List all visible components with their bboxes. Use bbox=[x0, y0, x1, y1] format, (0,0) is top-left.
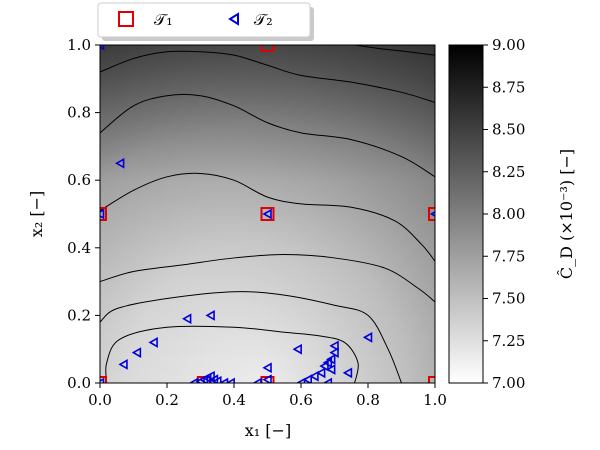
contour-line-4 bbox=[100, 172, 435, 262]
t2-point bbox=[302, 374, 312, 383]
x-tick-label: 1.0 bbox=[423, 391, 447, 409]
colorbar-tick-label: 8.00 bbox=[492, 205, 525, 223]
t2-point bbox=[205, 370, 215, 382]
t2-point bbox=[292, 343, 302, 355]
t2-point bbox=[362, 331, 373, 343]
x-tick-label: 0.2 bbox=[155, 391, 179, 409]
x-axis-ticks: 0.0 0.2 0.4 0.6 0.8 1.0 bbox=[88, 383, 447, 409]
x-tick-label: 0.0 bbox=[88, 391, 112, 409]
y-axis-ticks: 0.0 0.2 0.4 0.6 0.8 1.0 bbox=[67, 36, 100, 392]
t2-point bbox=[329, 340, 339, 352]
t2-point bbox=[262, 208, 272, 220]
t2-point bbox=[252, 377, 262, 383]
x-tick-label: 0.4 bbox=[222, 391, 246, 409]
t2-point bbox=[342, 367, 353, 379]
legend: 𝒯₁ 𝒯₂ bbox=[97, 2, 314, 41]
x-tick-label: 0.8 bbox=[356, 391, 380, 409]
y-tick-label: 0.6 bbox=[67, 171, 91, 189]
t2-point bbox=[309, 370, 319, 382]
t2-point bbox=[100, 208, 105, 220]
t2-point bbox=[148, 337, 158, 348]
t2-point bbox=[188, 377, 199, 383]
plot-area bbox=[99, 44, 436, 384]
t2-point bbox=[295, 377, 306, 383]
colorbar-tick-label: 8.50 bbox=[492, 121, 525, 139]
legend-label-t2: 𝒯₂ bbox=[254, 10, 273, 29]
contour-line-6 bbox=[100, 50, 435, 103]
t1-point bbox=[100, 207, 107, 221]
t2-point bbox=[225, 377, 235, 383]
t2-point bbox=[262, 374, 272, 383]
contour-lines bbox=[100, 45, 435, 383]
legend-label-t1: 𝒯₁ bbox=[154, 10, 173, 29]
colorbar-tick-label: 7.25 bbox=[492, 332, 525, 350]
y-tick-label: 1.0 bbox=[67, 36, 91, 54]
y-tick-label: 0.8 bbox=[67, 104, 91, 122]
colorbar-gradient bbox=[448, 44, 484, 384]
t2-point bbox=[322, 377, 333, 383]
t2-point bbox=[218, 377, 229, 383]
t2-point bbox=[118, 359, 128, 370]
contour-line-2 bbox=[100, 291, 402, 383]
scatter-points bbox=[100, 45, 435, 383]
colorbar-tick-label: 8.75 bbox=[492, 78, 525, 96]
colorbar: 7.00 7.25 7.50 7.75 8.00 8.25 8.50 8.75 9.00 Ĉ_D… bbox=[448, 36, 576, 392]
colorbar-tick-label: 9.00 bbox=[492, 36, 525, 54]
colorbar-tick-label: 7.00 bbox=[492, 374, 525, 392]
contour-line-7 bbox=[354, 45, 435, 56]
contour-line-5 bbox=[100, 93, 435, 178]
y-tick-label: 0.2 bbox=[67, 306, 91, 324]
contour-line-1 bbox=[105, 325, 359, 383]
t2-point bbox=[212, 375, 222, 383]
colorbar-tick-label: 7.50 bbox=[492, 290, 525, 308]
x-tick-label: 0.6 bbox=[289, 391, 313, 409]
t1-point bbox=[428, 207, 435, 221]
legend-marker-square bbox=[118, 11, 134, 27]
t2-point bbox=[205, 310, 215, 321]
t2-point bbox=[114, 157, 125, 169]
y-axis-label: x₂ [−] bbox=[27, 191, 46, 237]
t2-point bbox=[326, 364, 336, 375]
t2-point bbox=[262, 362, 272, 374]
plot-frame bbox=[99, 44, 436, 384]
contour-shade-right bbox=[100, 45, 435, 383]
colorbar-ticks: 7.00 7.25 7.50 7.75 8.00 8.25 8.50 8.75 9.00 bbox=[483, 36, 525, 392]
colorbar-tick-label: 7.75 bbox=[492, 247, 525, 265]
t2-point bbox=[315, 367, 326, 379]
colorbar-label: Ĉ_D (×10⁻³) [−] bbox=[556, 149, 576, 279]
y-tick-label: 0.0 bbox=[67, 374, 91, 392]
y-tick-label: 0.4 bbox=[67, 239, 91, 257]
colorbar-tick-label: 8.25 bbox=[492, 163, 525, 181]
t2-point bbox=[181, 313, 192, 325]
contour-line-3 bbox=[100, 254, 435, 303]
t2-point bbox=[131, 347, 142, 358]
legend-box bbox=[97, 2, 311, 38]
legend-marker-triangle bbox=[228, 12, 239, 26]
t1-point bbox=[260, 207, 275, 221]
t1-point bbox=[260, 45, 275, 52]
x-axis-label: x₁ [−] bbox=[245, 421, 291, 440]
